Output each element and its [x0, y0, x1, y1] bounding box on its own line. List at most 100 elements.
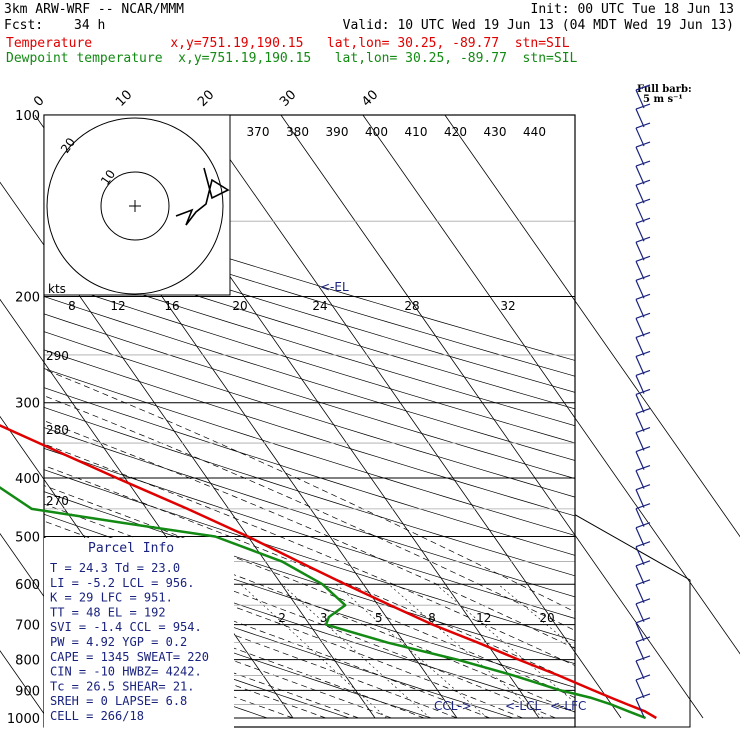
- wind-barb: [635, 261, 645, 280]
- barb-legend-title: Full barb:: [637, 84, 692, 95]
- wind-barb: [635, 641, 645, 661]
- wind-barb-flag: [635, 217, 651, 224]
- mixing-ratio-label: 20: [539, 611, 554, 625]
- el-label: <-EL: [320, 280, 349, 294]
- speed-label: 20: [232, 299, 247, 313]
- wind-barb: [635, 489, 645, 508]
- barb-column-frame: [574, 514, 691, 728]
- parcel-row: CELL = 266/18: [50, 709, 144, 723]
- parcel-row: CAPE = 1345 SWEAT= 220: [50, 650, 209, 664]
- profile-temperature: [0, 424, 657, 720]
- mixing-ratio-line: [240, 583, 387, 719]
- wind-barb: [635, 89, 645, 109]
- wind-barb-flag: [635, 293, 651, 300]
- speed-label: 8: [68, 299, 76, 313]
- init-time: Init: 00 UTC Tue 18 Jun 13: [530, 2, 735, 17]
- pressure-label: 300: [15, 397, 40, 412]
- wind-barb-flag: [635, 160, 651, 167]
- isotherm-line: [362, 114, 740, 655]
- wind-barb: [635, 375, 645, 394]
- wind-barb-flag: [635, 503, 651, 510]
- parcel-info-box: Parcel Info T = 24.3 Td = 23.0LI = -5.2 L…: [44, 538, 234, 728]
- theta-label: 370: [247, 125, 270, 139]
- wind-barb: [635, 470, 645, 489]
- isotherm-label: 20: [195, 88, 217, 110]
- isotherm-label: 0: [31, 93, 47, 109]
- wind-barb-flag: [635, 407, 651, 415]
- theta-label-lower: 290: [46, 349, 69, 363]
- wind-barb-flag: [635, 388, 651, 396]
- mixing-ratio-label: 8: [428, 611, 436, 625]
- hodograph-ring: [100, 171, 170, 241]
- wind-barb: [635, 241, 645, 261]
- wind-barb-flag: [635, 331, 651, 338]
- hodograph-unit: kts: [48, 282, 66, 296]
- wind-barb-flag: [635, 636, 651, 643]
- wind-barb-flag: [635, 179, 651, 186]
- forecast-label: Fcst:: [4, 18, 44, 33]
- wind-barb: [635, 184, 645, 204]
- wind-barb: [635, 622, 645, 642]
- wind-barb-flag: [635, 617, 651, 624]
- isotherm-label: 30: [277, 88, 299, 110]
- wind-barb: [635, 603, 645, 623]
- wind-barbs: [635, 84, 651, 718]
- barb-legend-unit: 5 m s⁻¹: [643, 94, 683, 105]
- wind-barb: [635, 698, 645, 718]
- model-title: 3km ARW-WRF -- NCAR/MMM: [4, 2, 185, 17]
- parcel-row: K = 29 LFC = 951.: [50, 591, 173, 605]
- wind-barb: [635, 318, 645, 337]
- wind-barb: [635, 432, 645, 451]
- wind-barb-flag: [635, 465, 651, 472]
- parcel-row: LI = -5.2 LCL = 956.: [50, 576, 195, 590]
- mixing-ratio-label: 3: [320, 611, 328, 625]
- pressure-label: 400: [15, 472, 40, 487]
- isotherm-line: [198, 114, 622, 719]
- mixing-ratio-line: [335, 583, 488, 719]
- isotherm-line: [280, 114, 704, 719]
- theta-label: 440: [523, 125, 546, 139]
- speed-label: 24: [312, 299, 327, 313]
- wind-barb-flag: [635, 560, 651, 567]
- wind-barb: [635, 280, 645, 299]
- frame-box: [43, 114, 576, 728]
- wind-barb: [635, 394, 645, 413]
- pressure-label: 500: [15, 530, 40, 545]
- speed-label: 32: [500, 299, 515, 313]
- wind-barb-flag: [635, 198, 651, 205]
- parcel-row: T = 24.3 Td = 23.0: [50, 561, 180, 575]
- wind-barb-flag: [635, 674, 651, 681]
- theta-label: 380: [286, 125, 309, 139]
- wind-barb: [635, 356, 645, 375]
- wind-barb: [635, 146, 645, 166]
- theta-label: 390: [326, 125, 349, 139]
- parcel-row: SVI = -1.4 CCL = 954.: [50, 620, 202, 634]
- speed-label: 12: [110, 299, 125, 313]
- mixing-ratio-label: 5: [375, 611, 383, 625]
- pressure-label: 800: [15, 654, 40, 669]
- ccl-label: CCL->: [434, 699, 472, 713]
- parcel-box-bg: [44, 538, 234, 728]
- mixing-ratio-line: [498, 583, 575, 649]
- parcel-row: TT = 48 EL = 192: [50, 605, 166, 619]
- parcel-row: SREH = 0 LAPSE= 6.8: [50, 694, 187, 708]
- wind-barb: [635, 108, 645, 128]
- wind-barb: [635, 679, 645, 699]
- wind-barb-flag: [635, 579, 651, 586]
- hodograph-ring: [46, 117, 224, 295]
- parcel-title: Parcel Info: [88, 541, 174, 556]
- parcel-row: Tc = 26.5 SHEAR= 21.: [50, 679, 195, 693]
- pressure-label: 900: [15, 684, 40, 699]
- wind-barb-flag: [635, 541, 651, 548]
- theta-label: 400: [365, 125, 388, 139]
- wind-barb: [635, 527, 645, 546]
- wind-barb: [635, 660, 645, 680]
- wind-barb-flag: [635, 446, 651, 453]
- temperature-legend: Temperature x,y=751.19,190.15 lat,lon= 3…: [6, 36, 570, 51]
- plot-frame: [43, 114, 691, 728]
- wind-barb-flag: [635, 484, 651, 491]
- pressure-label: 700: [15, 619, 40, 634]
- wind-barb-flag: [635, 598, 651, 605]
- wind-barb: [635, 299, 645, 318]
